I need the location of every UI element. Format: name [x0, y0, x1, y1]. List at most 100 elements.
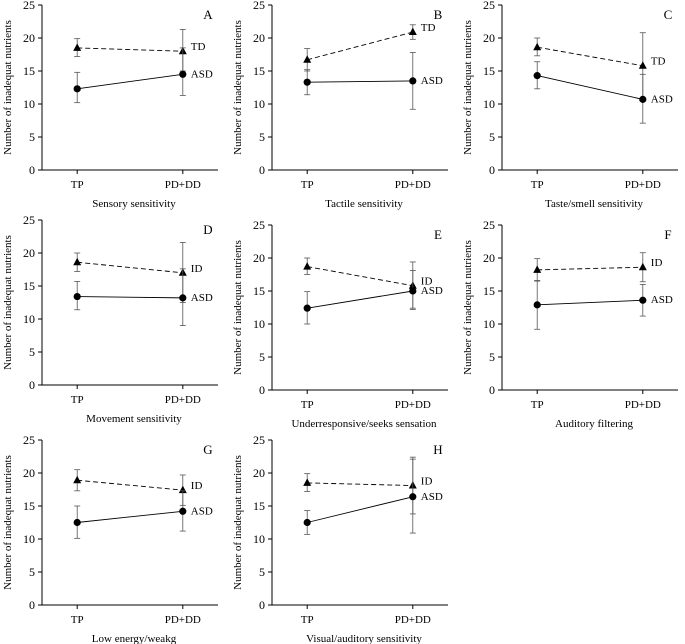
x-tick-label: PD+DD — [395, 399, 431, 411]
y-tick-label: 0 — [29, 378, 35, 392]
data-point-triangle — [73, 43, 82, 51]
data-point-triangle — [303, 55, 312, 63]
x-tick-label: TP — [531, 399, 544, 411]
series-label: ID — [191, 480, 203, 492]
y-tick-label: 25 — [23, 433, 35, 447]
x-tick-label: TP — [71, 614, 84, 626]
data-point-circle — [303, 304, 311, 312]
panel-label: F — [664, 227, 671, 242]
panel-c: 0 5 10 15 20 25 TP PD+DD Taste/smell sensitivity… — [462, 0, 678, 210]
series-asd: ASD — [303, 270, 443, 325]
panel-d: 0 5 10 15 20 25 TP PD+DD Movement sensitivity Num… — [2, 213, 218, 425]
x-axis-title: Underresponsive/seeks sensation — [291, 418, 437, 430]
data-point-circle — [303, 518, 311, 527]
series-line — [77, 296, 183, 299]
x-axis-title: Low energy/weakg — [92, 633, 177, 644]
data-point-circle — [533, 301, 541, 309]
y-tick-label: 10 — [23, 97, 35, 111]
data-point-circle — [409, 77, 417, 85]
data-point-circle — [533, 72, 541, 80]
x-tick-label: TP — [301, 399, 314, 411]
x-axis-title: Taste/smell sensitivity — [545, 198, 643, 210]
data-point-circle — [179, 294, 187, 302]
series-line — [307, 290, 413, 309]
panel-label: E — [434, 227, 442, 242]
y-tick-label: 15 — [253, 284, 265, 298]
x-axis-title: Sensory sensitivity — [92, 198, 176, 210]
data-point-circle — [73, 292, 81, 301]
panel-label: G — [203, 442, 212, 457]
series-td: TD — [303, 22, 436, 72]
y-axis-title: Number of inadequat nutrients — [462, 240, 474, 375]
series-label: ASD — [421, 491, 443, 503]
y-axis-title: Number of inadequat nutrients — [232, 20, 244, 155]
x-tick-label: TP — [301, 179, 314, 191]
series-td: TD — [533, 32, 666, 100]
panel-label: B — [434, 7, 443, 22]
x-tick-label: TP — [301, 614, 314, 626]
y-tick-label: 25 — [23, 0, 35, 12]
data-point-triangle — [303, 478, 312, 486]
series-line — [77, 261, 183, 274]
x-tick-label: TP — [531, 179, 544, 191]
series-td: ID — [533, 252, 663, 283]
panel-g: 0 5 10 15 20 25 TP PD+DD Low energy/weakg Number … — [2, 433, 218, 644]
y-tick-label: 10 — [483, 317, 495, 331]
data-point-triangle — [638, 262, 647, 271]
data-point-circle — [179, 507, 187, 515]
y-tick-label: 20 — [483, 251, 495, 265]
data-point-triangle — [303, 262, 312, 270]
data-point-triangle — [73, 257, 82, 266]
panel-a: 0 5 10 15 20 25 TP PD+DD Sensory sensitivity Numb… — [2, 0, 218, 210]
x-tick-label: TP — [71, 394, 84, 406]
x-axis-title: Auditory filtering — [555, 418, 633, 430]
y-tick-label: 25 — [483, 0, 495, 12]
x-axis-title: Visual/auditory sensitivity — [306, 633, 422, 644]
series-label: ID — [191, 263, 203, 275]
y-tick-label: 15 — [23, 279, 35, 293]
series-line — [307, 482, 413, 486]
y-axis-title: Number of inadequat nutrients — [462, 20, 474, 155]
panel-h: 0 5 10 15 20 25 TP PD+DD Visual/auditory sensiti… — [232, 433, 448, 644]
y-tick-label: 0 — [29, 163, 35, 177]
data-point-circle — [639, 296, 647, 304]
y-tick-label: 25 — [253, 433, 265, 447]
y-tick-label: 20 — [23, 466, 35, 480]
data-point-circle — [73, 85, 81, 93]
y-tick-label: 5 — [259, 130, 265, 144]
series-line — [77, 47, 183, 52]
y-tick-label: 15 — [483, 64, 495, 78]
series-label: ID — [651, 257, 663, 269]
y-axis-title: Number of inadequat nutrients — [2, 20, 14, 155]
y-tick-label: 20 — [23, 31, 35, 45]
series-asd: ASD — [533, 280, 673, 330]
y-tick-label: 25 — [23, 213, 35, 227]
y-tick-label: 15 — [483, 284, 495, 298]
series-asd: ASD — [73, 268, 213, 327]
series-asd: ASD — [73, 490, 213, 539]
y-tick-label: 25 — [483, 218, 495, 232]
series-line — [537, 75, 643, 100]
y-axis-title: Number of inadequat nutrients — [232, 240, 244, 375]
x-tick-label: PD+DD — [395, 179, 431, 191]
y-axis-title: Number of inadequat nutrients — [232, 455, 244, 590]
series-line — [307, 266, 413, 287]
series-asd: ASD — [303, 458, 443, 535]
panel-label: D — [203, 222, 212, 237]
y-tick-label: 5 — [29, 345, 35, 359]
series-line — [537, 46, 643, 67]
y-tick-label: 20 — [253, 466, 265, 480]
series-label: ASD — [191, 68, 213, 80]
y-tick-label: 20 — [483, 31, 495, 45]
x-tick-label: PD+DD — [625, 399, 661, 411]
panel-label: A — [203, 7, 213, 22]
y-tick-label: 0 — [489, 163, 495, 177]
y-tick-label: 10 — [253, 532, 265, 546]
y-tick-label: 15 — [23, 64, 35, 78]
series-label: ASD — [651, 93, 673, 105]
panel-label: H — [433, 442, 442, 457]
y-tick-label: 0 — [259, 383, 265, 397]
y-axis-title: Number of inadequat nutrients — [2, 235, 14, 370]
y-tick-label: 20 — [253, 251, 265, 265]
